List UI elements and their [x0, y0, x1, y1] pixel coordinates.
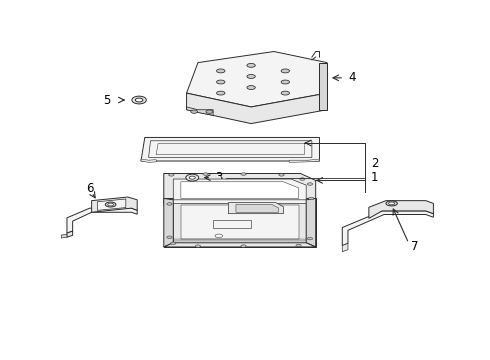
Ellipse shape [132, 96, 147, 104]
Ellipse shape [196, 245, 200, 247]
Ellipse shape [296, 244, 301, 247]
Polygon shape [369, 201, 433, 219]
Ellipse shape [307, 183, 313, 185]
Polygon shape [342, 243, 348, 252]
Polygon shape [164, 174, 316, 205]
Ellipse shape [186, 174, 199, 181]
Polygon shape [187, 51, 327, 107]
Polygon shape [61, 234, 67, 238]
Polygon shape [164, 243, 316, 247]
Ellipse shape [281, 69, 290, 73]
Polygon shape [306, 198, 316, 247]
Polygon shape [67, 208, 137, 233]
Polygon shape [164, 198, 173, 247]
Ellipse shape [135, 98, 143, 102]
Ellipse shape [167, 203, 172, 205]
Text: 7: 7 [411, 240, 418, 253]
Text: 5: 5 [103, 94, 111, 107]
Text: 2: 2 [371, 157, 378, 170]
Polygon shape [289, 159, 319, 162]
Polygon shape [181, 205, 298, 239]
Polygon shape [342, 211, 433, 246]
Text: 6: 6 [86, 182, 94, 195]
Ellipse shape [241, 245, 246, 247]
Text: 4: 4 [348, 71, 355, 84]
Ellipse shape [108, 203, 114, 206]
Ellipse shape [281, 80, 290, 84]
Ellipse shape [309, 197, 314, 200]
Ellipse shape [247, 63, 255, 67]
Ellipse shape [169, 174, 174, 176]
Polygon shape [187, 93, 327, 123]
Ellipse shape [386, 201, 397, 206]
Ellipse shape [307, 237, 313, 240]
Polygon shape [173, 179, 306, 200]
Ellipse shape [203, 173, 208, 175]
Polygon shape [187, 107, 213, 115]
Ellipse shape [281, 91, 290, 95]
Ellipse shape [247, 86, 255, 90]
Ellipse shape [389, 202, 394, 205]
Ellipse shape [247, 75, 255, 78]
Ellipse shape [206, 110, 213, 113]
Ellipse shape [241, 173, 246, 175]
Ellipse shape [167, 236, 172, 238]
Ellipse shape [189, 176, 196, 179]
Text: 3: 3 [215, 171, 222, 184]
Ellipse shape [105, 202, 116, 207]
Polygon shape [236, 204, 278, 212]
Polygon shape [98, 199, 126, 210]
Ellipse shape [191, 110, 197, 113]
Ellipse shape [171, 242, 176, 244]
Polygon shape [319, 63, 327, 110]
Polygon shape [141, 138, 319, 161]
Polygon shape [173, 203, 306, 243]
Ellipse shape [217, 69, 225, 73]
Polygon shape [67, 231, 73, 237]
Polygon shape [164, 198, 316, 247]
Polygon shape [181, 182, 298, 198]
Ellipse shape [217, 80, 225, 84]
Polygon shape [141, 159, 156, 162]
Text: 1: 1 [371, 171, 378, 184]
Ellipse shape [300, 178, 305, 180]
Polygon shape [92, 197, 137, 212]
Polygon shape [228, 203, 283, 214]
Ellipse shape [279, 174, 284, 176]
Ellipse shape [217, 91, 225, 95]
